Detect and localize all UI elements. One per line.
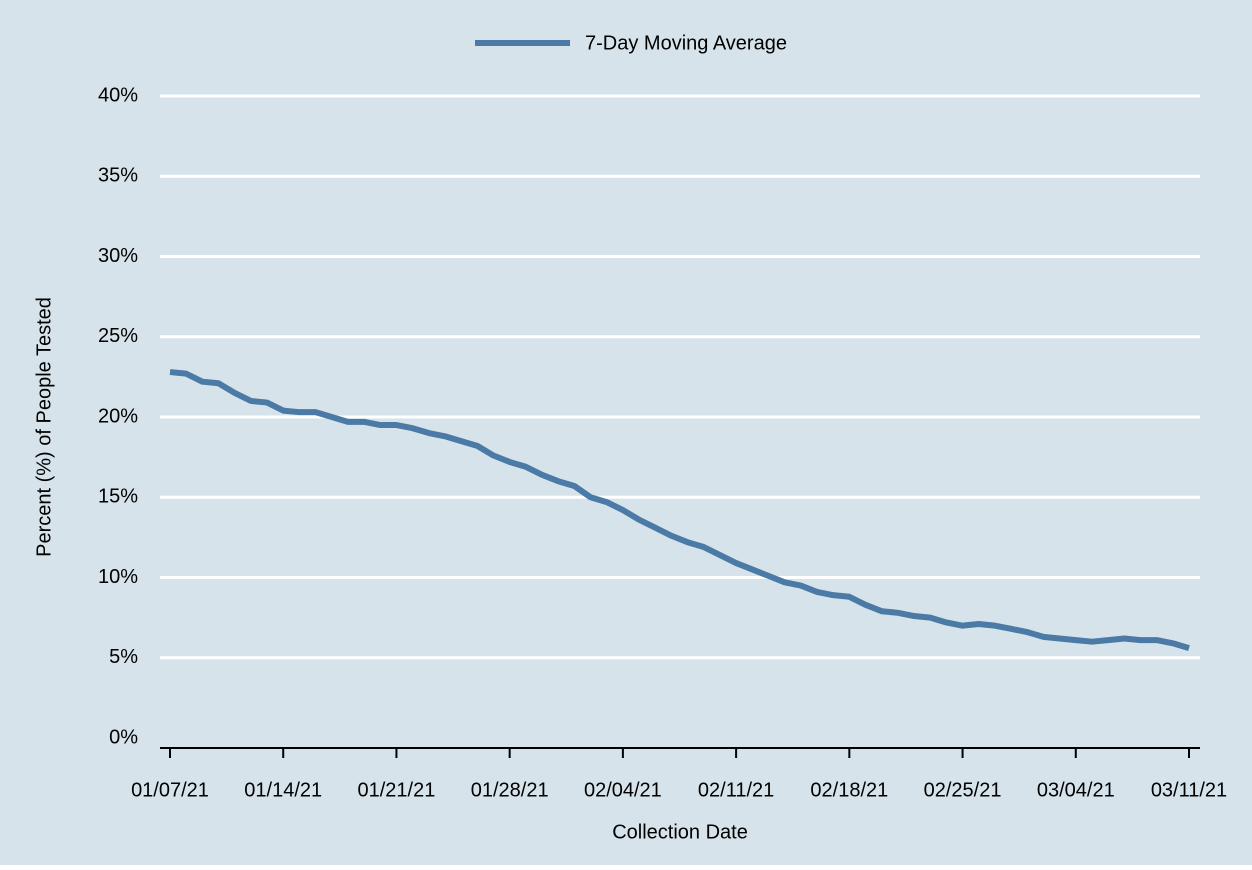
x-tick-label: 02/04/21 [584,779,662,801]
x-tick-label: 01/21/21 [358,779,436,801]
y-tick-label: 0% [109,726,138,748]
y-tick-label: 20% [98,405,138,427]
y-tick-label: 10% [98,566,138,588]
x-tick-label: 01/14/21 [244,779,322,801]
y-tick-label: 25% [98,325,138,347]
x-tick-label: 03/04/21 [1037,779,1115,801]
y-tick-label: 15% [98,486,138,508]
y-axis-title: Percent (%) of People Tested [33,297,55,557]
x-tick-label: 01/07/21 [131,779,209,801]
y-tick-label: 35% [98,165,138,187]
x-axis-title: Collection Date [612,821,748,843]
x-tick-label: 03/11/21 [1151,779,1227,801]
x-tick-label: 01/28/21 [471,779,549,801]
legend-label: 7-Day Moving Average [585,32,787,54]
y-tick-label: 30% [98,245,138,267]
y-tick-label: 5% [109,646,138,668]
x-tick-label: 02/11/21 [698,779,774,801]
x-tick-label: 02/18/21 [810,779,888,801]
y-tick-label: 40% [98,84,138,106]
line [169,369,1190,651]
x-tick-label: 02/25/21 [924,779,1002,801]
